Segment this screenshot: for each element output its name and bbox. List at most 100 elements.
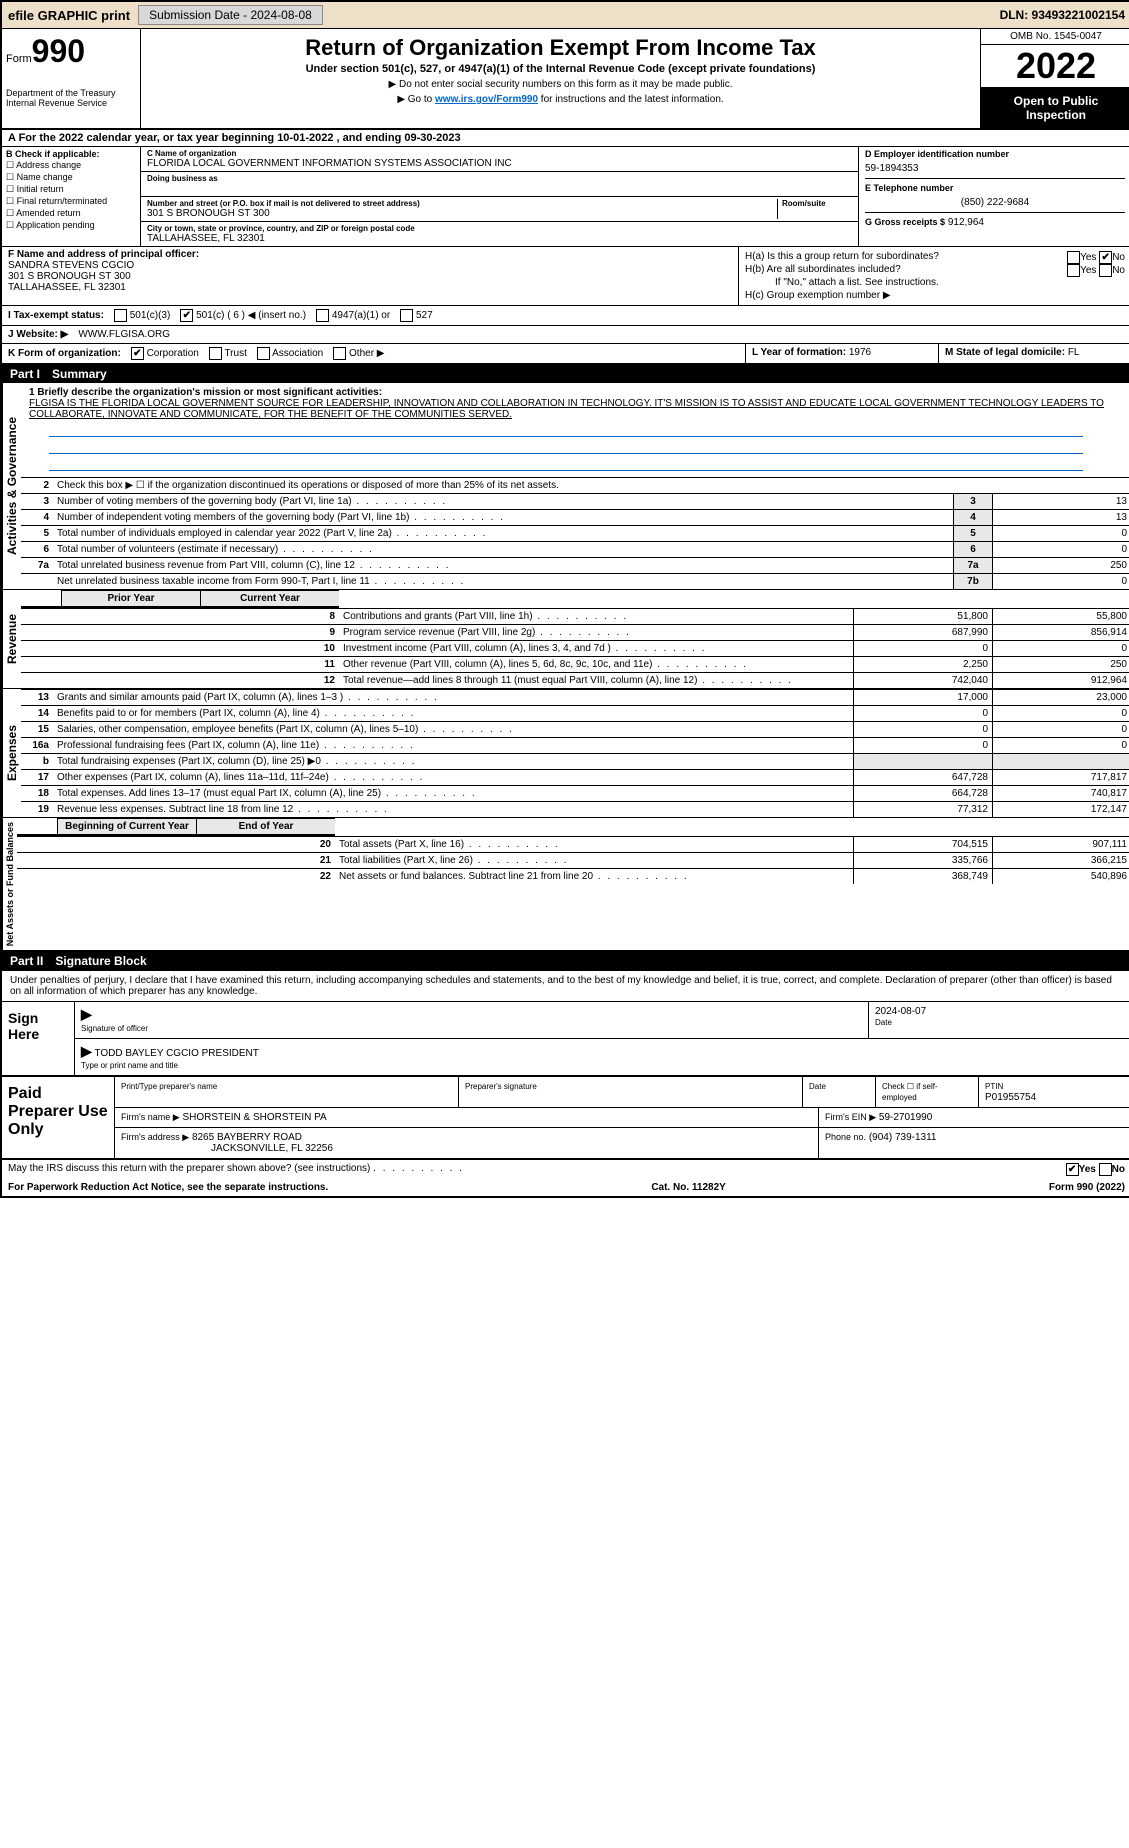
exp-ln-2: 15 bbox=[21, 722, 53, 738]
gov-val-4: 0 bbox=[993, 542, 1129, 558]
hb-label: H(b) Are all subordinates included? bbox=[745, 264, 901, 275]
gov-desc-0: Check this box ▶ ☐ if the organization d… bbox=[53, 478, 1129, 494]
exp-prior-1: 0 bbox=[854, 706, 993, 722]
gov-ln-1: 3 bbox=[21, 494, 53, 510]
page: efile GRAPHIC print Submission Date - 20… bbox=[0, 0, 1129, 1198]
gross-label: G Gross receipts $ bbox=[865, 217, 945, 227]
chk-initial[interactable]: ☐ Initial return bbox=[6, 184, 136, 195]
firm-phone: (904) 739-1311 bbox=[869, 1132, 937, 1143]
signature-block: Under penalties of perjury, I declare th… bbox=[2, 970, 1129, 1075]
hb-no-check[interactable] bbox=[1099, 264, 1112, 277]
prep-ptin-cell: PTIN P01955754 bbox=[979, 1077, 1129, 1107]
firm-addr-label: Firm's address ▶ bbox=[121, 1132, 189, 1142]
h-c-row: H(c) Group exemption number ▶ bbox=[745, 290, 1125, 301]
rev-prior-3: 2,250 bbox=[854, 657, 993, 673]
rev-curr-2: 0 bbox=[993, 641, 1129, 657]
row-i: I Tax-exempt status: 501(c)(3) ✔ 501(c) … bbox=[2, 306, 1129, 326]
chk-address[interactable]: ☐ Address change bbox=[6, 160, 136, 171]
footer: For Paperwork Reduction Act Notice, see … bbox=[2, 1179, 1129, 1196]
gov-box-2: 4 bbox=[954, 510, 993, 526]
gov-val-5: 250 bbox=[993, 558, 1129, 574]
i-label: I Tax-exempt status: bbox=[8, 310, 104, 321]
form-note-2: ▶ Go to www.irs.gov/Form990 for instruct… bbox=[149, 94, 972, 105]
i-501c-check[interactable]: ✔ bbox=[180, 309, 193, 322]
gov-box-5: 7a bbox=[954, 558, 993, 574]
org-name: FLORIDA LOCAL GOVERNMENT INFORMATION SYS… bbox=[147, 158, 852, 169]
row-j: J Website: ▶ WWW.FLGISA.ORG bbox=[2, 326, 1129, 344]
mission-label: 1 Briefly describe the organization's mi… bbox=[29, 387, 382, 398]
firm-name: SHORSTEIN & SHORSTEIN PA bbox=[182, 1112, 326, 1123]
begin-year-header: Beginning of Current Year bbox=[57, 818, 196, 834]
net-ln-1: 21 bbox=[17, 853, 335, 869]
rev-prior-0: 51,800 bbox=[854, 609, 993, 625]
ein-value: 59-1894353 bbox=[865, 163, 1125, 174]
discuss-question: May the IRS discuss this return with the… bbox=[8, 1163, 370, 1174]
gov-ln-4: 6 bbox=[21, 542, 53, 558]
i-527-check[interactable] bbox=[400, 309, 413, 322]
col-m: M State of legal domicile: FL bbox=[939, 344, 1129, 363]
i-527: 527 bbox=[416, 310, 433, 321]
exp-curr-1: 0 bbox=[993, 706, 1129, 722]
irs-link[interactable]: www.irs.gov/Form990 bbox=[435, 94, 538, 105]
hb-yes-check[interactable] bbox=[1067, 264, 1080, 277]
prep-self-h: Check ☐ if self-employed bbox=[876, 1077, 979, 1107]
sign-here-label: Sign Here bbox=[2, 1002, 75, 1075]
ha-no-check[interactable]: ✔ bbox=[1099, 251, 1112, 264]
m-label: M State of legal domicile: bbox=[945, 347, 1065, 358]
b-label: B Check if applicable: bbox=[6, 149, 136, 159]
ptin-value: P01955754 bbox=[985, 1092, 1036, 1103]
chk-name[interactable]: ☐ Name change bbox=[6, 172, 136, 183]
chk-amended[interactable]: ☐ Amended return bbox=[6, 208, 136, 219]
blank-line-3 bbox=[49, 456, 1083, 471]
chk-pending-label: Application pending bbox=[16, 220, 95, 230]
rev-desc-1: Program service revenue (Part VIII, line… bbox=[339, 625, 854, 641]
dba-label: Doing business as bbox=[147, 174, 852, 183]
exp-curr-7: 172,147 bbox=[993, 802, 1129, 818]
net-prior-0: 704,515 bbox=[854, 837, 993, 853]
k-corp-check[interactable]: ✔ bbox=[131, 347, 144, 360]
vlabel-expenses: Expenses bbox=[2, 689, 21, 817]
exp-prior-3: 0 bbox=[854, 738, 993, 754]
prior-year-header: Prior Year bbox=[61, 590, 200, 606]
hb-yes: Yes bbox=[1080, 265, 1096, 276]
discuss-yes-check[interactable]: ✔ bbox=[1066, 1163, 1079, 1176]
ha-yes-check[interactable] bbox=[1067, 251, 1080, 264]
col-f: F Name and address of principal officer:… bbox=[2, 247, 739, 305]
section-f-h: F Name and address of principal officer:… bbox=[2, 247, 1129, 306]
rev-desc-2: Investment income (Part VIII, column (A)… bbox=[339, 641, 854, 657]
submission-date-button[interactable]: Submission Date - 2024-08-08 bbox=[138, 5, 323, 25]
firm-addr-cell: Firm's address ▶ 8265 BAYBERRY ROAD JACK… bbox=[115, 1128, 819, 1158]
prep-h3: Date bbox=[809, 1082, 826, 1091]
k-assoc-check[interactable] bbox=[257, 347, 270, 360]
gov-val-1: 13 bbox=[993, 494, 1129, 510]
exp-ln-7: 19 bbox=[21, 802, 53, 818]
rev-desc-0: Contributions and grants (Part VIII, lin… bbox=[339, 609, 854, 625]
gov-ln-5: 7a bbox=[21, 558, 53, 574]
k-trust-check[interactable] bbox=[209, 347, 222, 360]
i-501c3-check[interactable] bbox=[114, 309, 127, 322]
gov-box-4: 6 bbox=[954, 542, 993, 558]
chk-pending[interactable]: ☐ Application pending bbox=[6, 220, 136, 231]
chk-final[interactable]: ☐ Final return/terminated bbox=[6, 196, 136, 207]
gov-desc-6: Net unrelated business taxable income fr… bbox=[53, 574, 954, 590]
chk-final-label: Final return/terminated bbox=[17, 196, 108, 206]
gov-desc-4: Total number of volunteers (estimate if … bbox=[53, 542, 954, 558]
discuss-no-check[interactable] bbox=[1099, 1163, 1112, 1176]
gov-ln-0: 2 bbox=[21, 478, 53, 494]
exp-prior-4 bbox=[854, 754, 993, 770]
exp-ln-1: 14 bbox=[21, 706, 53, 722]
k-other-check[interactable] bbox=[333, 347, 346, 360]
chk-initial-label: Initial return bbox=[17, 184, 64, 194]
hc-label: H(c) Group exemption number ▶ bbox=[745, 290, 891, 301]
prep-name-h: Print/Type preparer's name bbox=[115, 1077, 459, 1107]
name-title-label: Type or print name and title bbox=[81, 1061, 178, 1070]
officer-printed-name: TODD BAYLEY CGCIO PRESIDENT bbox=[94, 1048, 258, 1059]
net-table: Beginning of Current YearEnd of Year 20 … bbox=[17, 818, 1129, 884]
i-4947-check[interactable] bbox=[316, 309, 329, 322]
sig-date: 2024-08-07 bbox=[875, 1006, 1125, 1017]
col-l: L Year of formation: 1976 bbox=[746, 344, 939, 363]
net-prior-2: 368,749 bbox=[854, 869, 993, 885]
footer-mid: Cat. No. 11282Y bbox=[651, 1182, 725, 1193]
gov-val-2: 13 bbox=[993, 510, 1129, 526]
i-501c: 501(c) ( 6 ) ◀ (insert no.) bbox=[196, 310, 306, 321]
